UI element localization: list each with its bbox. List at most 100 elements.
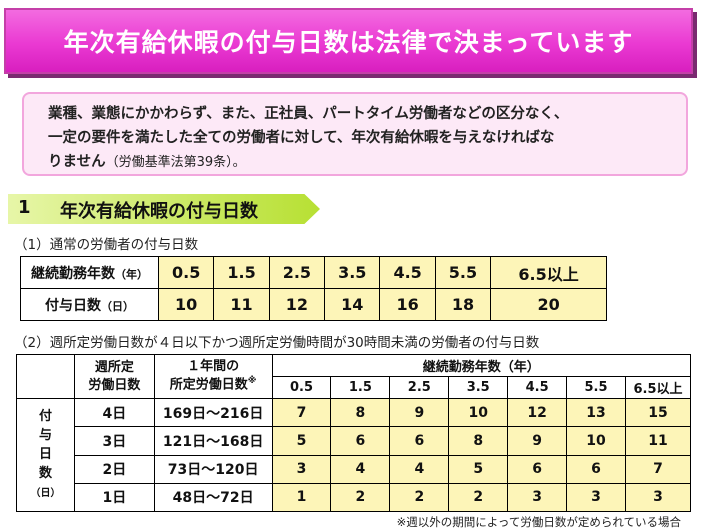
t2-row-4days: 付 与 日 数 （日） 4日 169日～216日 7 8 9 10 12 13 … [16, 398, 692, 512]
corner-cell [16, 353, 75, 400]
days-cell: 12 [268, 288, 326, 321]
grant-days-cell: 6 [330, 426, 391, 456]
grant-days-cell: 7 [271, 398, 332, 428]
annual-days-header: １年間の 所定労働日数 [169, 359, 248, 393]
page-title: 年次有給休暇の付与日数は法律で決まっています [63, 28, 634, 57]
grant-days-cell: 5 [271, 426, 332, 456]
grant-days-cell: 6 [566, 454, 626, 484]
grant-days-cell: 9 [507, 426, 568, 456]
t2-header-row-1: 週所定 労働日数 １年間の 所定労働日数※ 継続勤務年数（年） [16, 353, 692, 400]
grant-days-cell: 11 [624, 426, 692, 456]
annual-days-mark: ※ [247, 376, 257, 387]
weekly-days-cell: 2日 [73, 454, 155, 484]
grant-days-cell: 8 [330, 398, 391, 428]
year-cell: 5.5 [434, 256, 492, 289]
grant-days-cell: 3 [624, 482, 692, 513]
year-cell: 3.5 [324, 256, 381, 289]
days-header: 付与日数 [45, 297, 101, 314]
footnote: ※週以外の期間によって労働日数が定められている場合 [396, 515, 681, 529]
section-heading: 1 年次有給休暇の付与日数 [8, 194, 320, 224]
days-cell: 14 [324, 288, 381, 321]
side-char: 付 [38, 409, 52, 425]
grant-days-cell: 4 [330, 454, 391, 484]
year-cell: 0.5 [157, 256, 215, 289]
days-cell: 16 [379, 288, 436, 321]
grant-days-cell: 10 [566, 426, 626, 456]
t2-row-2days: 2日 73日～120日 3 4 4 5 6 6 7 [17, 454, 692, 484]
law-reference: （労働基準法第39条） [105, 155, 233, 170]
grant-days-cell: 6 [507, 454, 568, 484]
grant-days-side-label: 付 与 日 数 （日） [16, 398, 75, 512]
years-header: 継続勤務年数 [31, 265, 115, 282]
t2-year-cell: 4.5 [507, 376, 568, 400]
table2-caption: （2）週所定労働日数が４日以下かつ週所定労働時間が30時間未満の労働者の付与日数 [14, 335, 540, 351]
grant-days-cell: 9 [389, 398, 450, 428]
year-cell: 6.5以上 [490, 256, 607, 289]
days-cell: 10 [157, 288, 215, 321]
year-cell: 2.5 [268, 256, 326, 289]
t2-year-cell: 5.5 [566, 376, 626, 400]
grant-days-cell: 3 [566, 482, 626, 513]
grant-days-cell: 13 [566, 398, 626, 428]
side-char: 数 [38, 466, 52, 482]
t2-year-cell: 1.5 [330, 376, 391, 400]
t2-year-cell: 2.5 [389, 376, 450, 400]
side-unit: （日） [30, 488, 61, 500]
grant-days-cell: 3 [271, 454, 332, 484]
t2-row-1day: 1日 48日～72日 1 2 2 2 3 3 3 [17, 482, 692, 513]
grant-days-cell: 6 [389, 426, 450, 456]
notice-box: 業種、業態にかかわらず、また、正社員、パートタイム労働者などの区分なく、 一定の… [22, 92, 688, 176]
days-row: 付与日数（日） 10 11 12 14 16 18 20 [20, 288, 607, 321]
notice-line-2: 一定の要件を満たした全ての労働者に対して、年次有給休暇を与えなければな [48, 130, 555, 146]
days-cell: 18 [434, 288, 492, 321]
regular-worker-table: 継続勤務年数（年） 0.5 1.5 2.5 3.5 4.5 5.5 6.5以上 … [20, 256, 607, 321]
weekly-days-cell: 3日 [73, 426, 155, 456]
grant-days-cell: 2 [448, 482, 509, 513]
days-unit: （日） [101, 299, 134, 313]
days-cell: 11 [213, 288, 270, 321]
t2-years-row: 0.5 1.5 2.5 3.5 4.5 5.5 6.5以上 [17, 376, 692, 400]
section-number: 1 [18, 197, 31, 218]
notice-line-3: りません（労働基準法第39条）。 [48, 150, 672, 175]
annual-days-header-cell: １年間の 所定労働日数※ [153, 353, 273, 400]
years-group-header: 継続勤務年数（年） [271, 353, 692, 378]
annual-days-cell: 169日～216日 [153, 398, 273, 428]
t2-year-cell: 6.5以上 [624, 376, 692, 400]
weekly-days-cell: 4日 [73, 398, 155, 428]
years-row: 継続勤務年数（年） 0.5 1.5 2.5 3.5 4.5 5.5 6.5以上 [20, 256, 607, 289]
year-cell: 1.5 [213, 256, 270, 289]
weekly-days-cell: 1日 [73, 482, 155, 513]
years-unit: （年） [115, 267, 148, 281]
grant-days-cell: 5 [448, 454, 509, 484]
grant-days-cell: 8 [448, 426, 509, 456]
part-time-table: 週所定 労働日数 １年間の 所定労働日数※ 継続勤務年数（年） 0.5 1.5 … [16, 353, 692, 513]
annual-days-cell: 73日～120日 [153, 454, 273, 484]
grant-days-cell: 3 [507, 482, 568, 513]
notice-line-1: 業種、業態にかかわらず、また、正社員、パートタイム労働者などの区分なく、 [48, 106, 569, 122]
notice-period: 。 [232, 155, 246, 170]
title-banner: 年次有給休暇の付与日数は法律で決まっています [4, 8, 693, 74]
annual-days-cell: 48日～72日 [153, 482, 273, 513]
t2-year-cell: 3.5 [448, 376, 509, 400]
grant-days-cell: 2 [330, 482, 391, 513]
annual-days-cell: 121日～168日 [153, 426, 273, 456]
t2-row-3days: 3日 121日～168日 5 6 6 8 9 10 11 [17, 426, 692, 456]
t2-year-cell: 0.5 [271, 376, 332, 400]
year-cell: 4.5 [379, 256, 436, 289]
weekly-days-header: 週所定 労働日数 [73, 353, 155, 400]
grant-days-cell: 4 [389, 454, 450, 484]
days-header-cell: 付与日数（日） [20, 288, 159, 321]
grant-days-cell: 2 [389, 482, 450, 513]
grant-days-cell: 1 [271, 482, 332, 513]
notice-line-3-text: りません [48, 154, 106, 170]
table1-caption: （1）通常の労働者の付与日数 [14, 237, 199, 253]
days-cell: 20 [490, 288, 607, 321]
years-header-cell: 継続勤務年数（年） [20, 256, 159, 289]
grant-days-cell: 15 [624, 398, 692, 428]
grant-days-cell: 7 [624, 454, 692, 484]
side-char: 日 [38, 447, 52, 463]
side-char: 与 [38, 428, 52, 444]
section-title: 年次有給休暇の付与日数 [60, 201, 258, 222]
grant-days-cell: 10 [448, 398, 509, 428]
grant-days-cell: 12 [507, 398, 568, 428]
